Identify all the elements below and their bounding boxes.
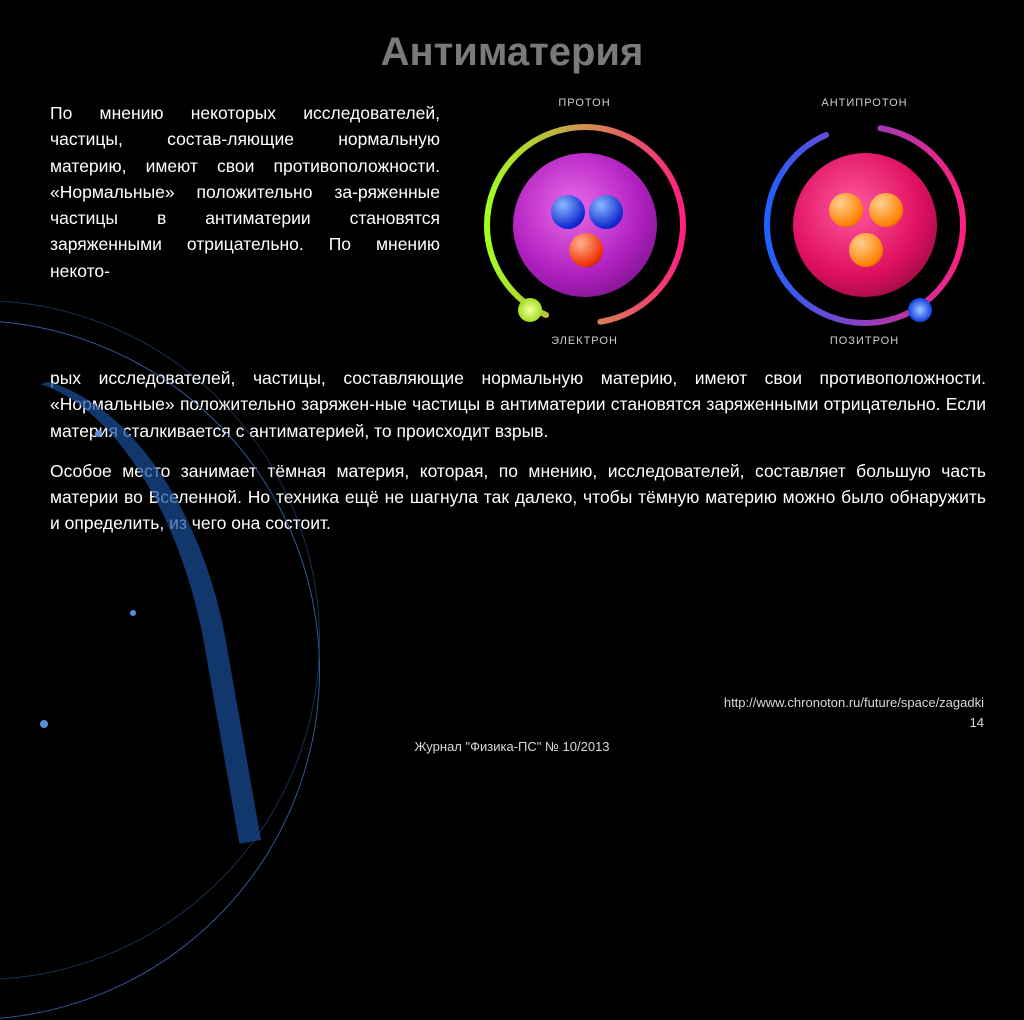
bg-dot [95,430,102,437]
quark [569,233,603,267]
electron [518,298,542,322]
positron [908,298,932,322]
nucleus-proton [513,153,657,297]
bg-dot [130,610,136,616]
nucleus-antiproton [793,153,937,297]
quark [829,193,863,227]
atom-proton: ПРОТОН ЭЛЕКТРОН [475,105,695,355]
content-row: По мнению некоторых исследователей, част… [0,100,1024,355]
slide-title: Антиматерия [0,0,1024,100]
footer-text: Журнал "Физика-ПС" № 10/2013 [0,739,1024,754]
label-electron: ЭЛЕКТРОН [551,335,618,347]
quark [869,193,903,227]
quark [551,195,585,229]
label-antiproton: АНТИПРОТОН [821,97,907,109]
left-paragraph: По мнению некоторых исследователей, част… [50,100,440,355]
atom-antiproton: АНТИПРОТОН ПОЗИТРОН [755,105,975,355]
quark [589,195,623,229]
label-proton: ПРОТОН [558,97,610,109]
diagram-area: ПРОТОН ЭЛЕКТРОН АНТ [460,100,989,355]
label-positron: ПОЗИТРОН [830,335,899,347]
source-url: http://www.chronoton.ru/future/space/zag… [724,695,984,710]
quark [849,233,883,267]
slide-number: 14 [970,715,984,730]
bg-dot [40,720,48,728]
